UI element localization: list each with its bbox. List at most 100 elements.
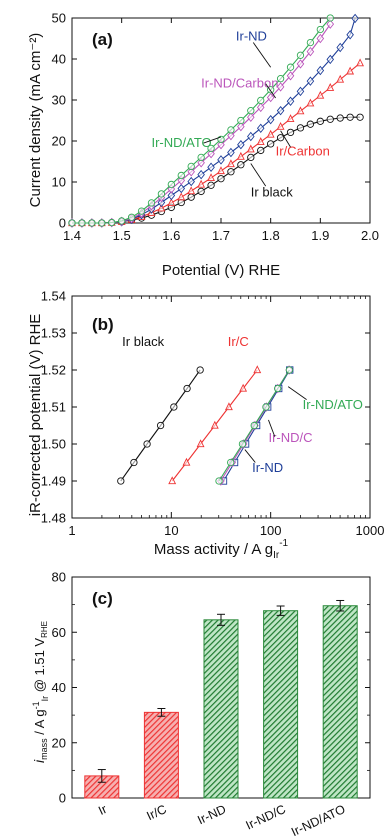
data-point <box>257 146 265 155</box>
data-point <box>316 90 325 99</box>
data-point <box>168 476 177 485</box>
data-point <box>187 162 195 171</box>
data-point <box>247 112 255 122</box>
data-point <box>227 159 235 168</box>
panel-c: (c) 0 20 40 60 80 Ir Ir/C Ir-ND Ir-ND/C Ir-ND/AT… <box>31 570 371 837</box>
data-point <box>227 168 235 176</box>
panel-b-series <box>117 365 294 486</box>
series-label: Ir black <box>122 334 164 349</box>
data-point <box>306 38 315 47</box>
panel-c-bars: Ir Ir/C Ir-ND Ir-ND/C Ir-ND/ATO <box>84 599 358 837</box>
data-point <box>237 161 245 169</box>
y-tick-label: 50 <box>52 11 66 26</box>
data-point <box>296 51 305 59</box>
data-point <box>137 207 146 215</box>
category-label: Ir-ND <box>195 802 228 827</box>
data-point <box>167 190 176 201</box>
panel-b-tag: (b) <box>92 315 114 334</box>
panel-a-tag: (a) <box>92 30 113 49</box>
category-label: Ir/C <box>144 802 168 823</box>
y-tick-label: 1.49 <box>41 474 66 489</box>
data-point <box>257 96 265 105</box>
data-point <box>187 193 195 201</box>
y-tick-label: 60 <box>52 625 66 640</box>
data-point <box>187 176 195 187</box>
data-point <box>157 197 166 208</box>
data-point <box>207 173 215 182</box>
data-point <box>306 76 315 86</box>
x-tick-label: 1.9 <box>311 228 329 243</box>
data-point <box>296 59 305 69</box>
data-point <box>256 137 265 145</box>
panel-c-ylabel: imass / A g-1Ir @ 1.51 VRHE <box>31 621 50 763</box>
data-point <box>276 121 285 130</box>
data-point <box>316 117 324 125</box>
data-point <box>296 86 305 97</box>
panel-a-annotations: Ir-ND Ir-ND/Carbon Ir-ND/ATO Ir/Carbon Ir bl… <box>151 29 329 200</box>
data-point <box>356 113 364 121</box>
x-tick-label: 100 <box>260 523 282 538</box>
data-point <box>237 139 245 150</box>
data-point <box>187 186 196 195</box>
data-point <box>246 144 255 153</box>
x-tick-label: 10 <box>164 523 178 538</box>
data-point <box>296 106 305 115</box>
data-point <box>183 384 191 393</box>
data-point <box>346 66 355 75</box>
series-label: Ir/Carbon <box>276 143 330 158</box>
data-point <box>256 102 265 113</box>
x-tick-label: 1.5 <box>113 228 131 243</box>
data-point <box>253 365 262 374</box>
data-point <box>224 402 233 411</box>
data-point <box>182 457 191 466</box>
panel-b-axes: 1 10 100 1000 1.48 1.49 1.50 1.51 1.52 1.53 1.54 <box>41 289 385 539</box>
data-point <box>217 166 225 175</box>
y-tick-label: 20 <box>52 134 66 149</box>
series-label: Ir/C <box>228 334 249 349</box>
data-point <box>239 383 248 392</box>
panel-c-axes: 0 20 40 60 80 <box>52 570 371 806</box>
data-point <box>276 82 285 92</box>
data-point <box>336 42 344 53</box>
label-arrow <box>265 83 277 99</box>
data-point <box>326 19 335 29</box>
x-tick-label: 1.4 <box>63 228 81 243</box>
series-label: Ir-ND/Carbon <box>201 76 278 91</box>
series-label: Ir-ND/C <box>268 430 312 445</box>
data-point <box>207 144 215 153</box>
data-point <box>250 421 258 430</box>
data-point <box>266 114 275 125</box>
data-point <box>167 180 175 189</box>
bar <box>143 711 179 799</box>
series-label: Ir-ND <box>252 460 283 475</box>
data-point <box>286 128 295 137</box>
data-point <box>98 219 106 227</box>
data-point <box>267 140 275 148</box>
data-point <box>274 384 282 393</box>
data-point <box>256 123 265 134</box>
data-point <box>68 219 76 227</box>
data-point <box>306 120 315 128</box>
data-point <box>78 219 86 227</box>
data-point <box>236 151 245 160</box>
panel-c-tag: (c) <box>92 589 113 608</box>
data-point <box>207 181 215 189</box>
data-point <box>326 14 334 22</box>
data-point <box>197 169 205 180</box>
data-point <box>316 33 325 44</box>
data-point <box>197 153 205 162</box>
bar <box>322 605 358 799</box>
data-point <box>346 30 354 40</box>
data-point <box>286 114 295 123</box>
data-point <box>286 96 295 106</box>
panel-a-ylabel: Current density (mA cm⁻²) <box>27 33 44 208</box>
label-arrow <box>244 449 256 463</box>
panel-b: (b) 1 10 100 1000 1.48 1.49 1.50 1.51 1.52 1.53 1.… <box>27 289 384 562</box>
data-point <box>127 213 136 221</box>
data-point <box>266 92 275 103</box>
bar <box>203 619 239 799</box>
data-point <box>170 403 178 411</box>
data-point <box>197 158 205 168</box>
data-point <box>108 218 116 227</box>
